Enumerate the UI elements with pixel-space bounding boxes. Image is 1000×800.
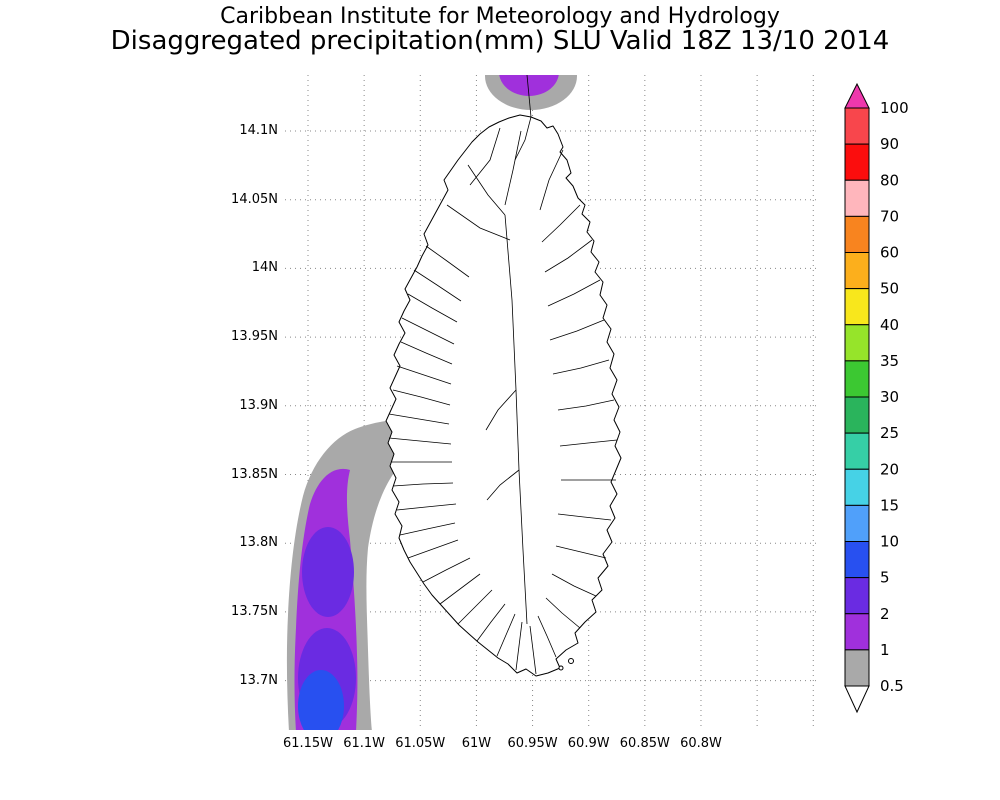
page-title: Caribbean Institute for Meteorology and … [220, 4, 780, 29]
lon-tick-label: 60.85W [619, 736, 670, 751]
colorbar-tick-label: 2 [880, 605, 890, 623]
lat-tick-label: 14.05N [231, 191, 278, 207]
colorbar-segment [844, 396, 870, 434]
colorbar-segment [844, 179, 870, 217]
lat-tick-label: 13.95N [231, 329, 278, 345]
saint-lucia-island [385, 114, 622, 677]
watershed-boundaries [388, 74, 618, 675]
lat-tick-label: 13.8N [239, 535, 278, 551]
colorbar-segment [844, 577, 870, 615]
lat-tick-label: 14N [251, 260, 278, 276]
lon-tick-label: 61W [461, 736, 492, 751]
page-subtitle: Disaggregated precipitation(mm) SLU Vali… [110, 26, 890, 56]
colorbar-arrow-bottom [844, 685, 870, 714]
colorbar-tick-label: 25 [880, 424, 899, 442]
colorbar-segment [844, 360, 870, 398]
colorbar-tick-label: 35 [880, 352, 899, 370]
colorbar-arrow-top [844, 82, 870, 109]
colorbar-segment [844, 324, 870, 362]
colorbar-segment [844, 468, 870, 506]
colorbar-tick-label: 50 [880, 280, 899, 298]
lon-tick-label: 60.9W [567, 736, 610, 751]
colorbar-tick-label: 5 [880, 569, 890, 587]
island-coastline [385, 114, 622, 677]
colorbar-tick-label: 90 [880, 135, 899, 153]
colorbar-tick-label: 0.5 [880, 677, 904, 695]
rain-region-west-violet [302, 527, 354, 617]
colorbar-tick-label: 10 [880, 533, 899, 551]
colorbar-tick-label: 20 [880, 460, 899, 478]
colorbar-segment [844, 613, 870, 651]
colorbar-tick-label: 60 [880, 244, 899, 262]
colorbar-segment [844, 215, 870, 253]
islet [558, 665, 564, 671]
rain-region-west-blue [298, 670, 344, 730]
islet [568, 658, 574, 664]
precipitation-shading [286, 75, 577, 730]
colorbar-segment [844, 252, 870, 290]
lat-tick-label: 13.85N [231, 466, 278, 482]
colorbar-segment [844, 504, 870, 542]
colorbar-segment [844, 649, 870, 687]
colorbar-tick-label: 100 [880, 99, 909, 117]
colorbar-tick-label: 30 [880, 388, 899, 406]
colorbar-tick-label: 40 [880, 316, 899, 334]
colorbar-tick-label: 70 [880, 207, 899, 225]
rain-region-north-purple [499, 75, 559, 96]
lon-tick-label: 60.95W [507, 736, 558, 751]
colorbar-tick-label: 1 [880, 641, 890, 659]
colorbar-segment [844, 288, 870, 326]
colorbar-segment [844, 541, 870, 579]
colorbar-segment [844, 107, 870, 145]
colorbar: 100 90 80 70 60 50 40 35 30 25 20 15 10 5 2 1 0.5 [844, 82, 909, 714]
lat-tick-label: 13.75N [231, 603, 278, 619]
lon-tick-label: 61.05W [395, 736, 446, 751]
colorbar-tick-label: 80 [880, 171, 899, 189]
lon-tick-label: 61.15W [282, 736, 334, 751]
colorbar-tick-label: 15 [880, 496, 899, 514]
lon-tick-label: 60.8W [680, 736, 722, 751]
colorbar-segment [844, 432, 870, 470]
lat-tick-label: 13.9N [239, 397, 278, 413]
lat-tick-label: 13.7N [239, 672, 278, 688]
lon-tick-label: 61.1W [343, 736, 386, 751]
colorbar-segment [844, 143, 870, 181]
lat-tick-label: 14.1N [239, 123, 278, 138]
